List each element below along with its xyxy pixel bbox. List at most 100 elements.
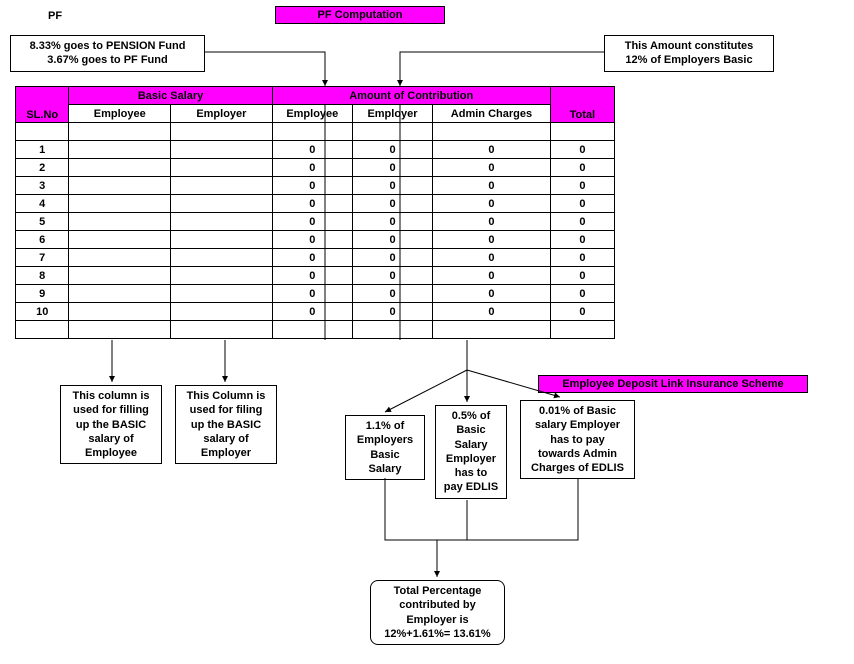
table-row: 70000 [16, 249, 615, 267]
table-cell: 0 [352, 249, 432, 267]
table-row: 80000 [16, 267, 615, 285]
table-cell [69, 231, 171, 249]
table-cell: 0 [272, 267, 352, 285]
table-cell: 10 [16, 303, 69, 321]
table-cell: 0 [272, 177, 352, 195]
table-cell: 0 [550, 141, 614, 159]
table-row: 100000 [16, 303, 615, 321]
col-emr-c: Employer [352, 105, 432, 123]
callout-admin-0-5: 0.5% ofBasicSalaryEmployerhas topay EDLI… [435, 405, 507, 499]
table-cell: 0 [433, 285, 551, 303]
col-emp-c: Employee [272, 105, 352, 123]
table-cell: 0 [550, 249, 614, 267]
callout-twelve-percent-text: This Amount constitutes12% of Employers … [625, 40, 754, 66]
col-emr-bs: Employer [171, 105, 273, 123]
table-cell: 0 [550, 195, 614, 213]
callout-admin-0-01-text: 0.01% of Basicsalary Employerhas to payt… [531, 405, 624, 474]
table-cell: 0 [352, 231, 432, 249]
table-body: 1000020000300004000050000600007000080000… [16, 123, 615, 339]
edlis-title-text: Employee Deposit Link Insurance Scheme [562, 378, 783, 390]
callout-admin-1-1: 1.1% ofEmployersBasicSalary [345, 415, 425, 480]
col-emp-bs: Employee [69, 105, 171, 123]
table-cell: 0 [550, 231, 614, 249]
table-cell [69, 159, 171, 177]
callout-twelve-percent: This Amount constitutes12% of Employers … [604, 35, 774, 72]
table-row: 40000 [16, 195, 615, 213]
table-cell: 0 [550, 213, 614, 231]
table-row: 20000 [16, 159, 615, 177]
table-cell: 0 [550, 285, 614, 303]
table-cell [171, 141, 273, 159]
table-cell: 0 [272, 213, 352, 231]
callout-col-employer: This Column isused for filingup the BASI… [175, 385, 277, 464]
table-cell [69, 303, 171, 321]
table-row: 90000 [16, 285, 615, 303]
table-cell: 0 [433, 231, 551, 249]
table-cell [171, 159, 273, 177]
col-admin: Admin Charges [433, 105, 551, 123]
table-cell: 7 [16, 249, 69, 267]
callout-pension-pf-text: 8.33% goes to PENSION Fund3.67% goes to … [30, 40, 186, 66]
table-cell: 0 [272, 249, 352, 267]
table-cell: 8 [16, 267, 69, 285]
table-cell: 0 [352, 159, 432, 177]
grp-contrib: Amount of Contribution [272, 87, 550, 105]
table-cell: 0 [352, 285, 432, 303]
edlis-title-box: Employee Deposit Link Insurance Scheme [538, 375, 808, 393]
table-cell [171, 213, 273, 231]
table-row: 60000 [16, 231, 615, 249]
table-cell: 0 [550, 267, 614, 285]
table-cell [171, 303, 273, 321]
table-cell [171, 267, 273, 285]
callout-col-employer-text: This Column isused for filingup the BASI… [187, 390, 266, 459]
table-cell: 0 [272, 159, 352, 177]
table-cell: 0 [433, 141, 551, 159]
table-cell: 0 [550, 177, 614, 195]
table-cell [69, 141, 171, 159]
table-row: 30000 [16, 177, 615, 195]
col-total: Total [550, 87, 614, 123]
table-cell [69, 267, 171, 285]
callout-admin-1-1-text: 1.1% ofEmployersBasicSalary [357, 420, 413, 475]
table-cell: 0 [352, 213, 432, 231]
title-text: PF Computation [318, 9, 403, 21]
table-cell: 0 [433, 213, 551, 231]
table-row: 10000 [16, 141, 615, 159]
table-cell: 2 [16, 159, 69, 177]
grp-basic: Basic Salary [69, 87, 272, 105]
table-cell: 0 [272, 141, 352, 159]
table-cell [171, 249, 273, 267]
callout-total-percent: Total Percentagecontributed byEmployer i… [370, 580, 505, 645]
table-cell: 0 [272, 285, 352, 303]
table-cell: 9 [16, 285, 69, 303]
pf-label: PF [48, 10, 62, 22]
table-cell: 0 [272, 231, 352, 249]
table-cell: 0 [433, 195, 551, 213]
table-cell: 0 [433, 303, 551, 321]
table-cell [69, 213, 171, 231]
callout-col-employee-text: This column isused for fillingup the BAS… [72, 390, 149, 459]
table-cell: 0 [550, 159, 614, 177]
callout-admin-0-5-text: 0.5% ofBasicSalaryEmployerhas topay EDLI… [444, 410, 498, 493]
table-cell [171, 195, 273, 213]
pf-table: SL.No Basic Salary Amount of Contributio… [15, 86, 615, 339]
table-cell: 0 [352, 177, 432, 195]
table-cell: 0 [352, 303, 432, 321]
table-row [16, 321, 615, 339]
table-cell [69, 177, 171, 195]
table-cell [69, 195, 171, 213]
table-cell: 0 [272, 195, 352, 213]
table-cell: 0 [352, 141, 432, 159]
table-cell: 5 [16, 213, 69, 231]
table-cell: 0 [550, 303, 614, 321]
callout-pension-pf: 8.33% goes to PENSION Fund3.67% goes to … [10, 35, 205, 72]
table-cell: 0 [352, 195, 432, 213]
table-cell [171, 285, 273, 303]
table-row: 50000 [16, 213, 615, 231]
table-cell [69, 285, 171, 303]
table-cell: 0 [433, 159, 551, 177]
table-cell: 0 [433, 177, 551, 195]
table-cell: 0 [433, 267, 551, 285]
col-slno: SL.No [16, 87, 69, 123]
table-cell [69, 249, 171, 267]
